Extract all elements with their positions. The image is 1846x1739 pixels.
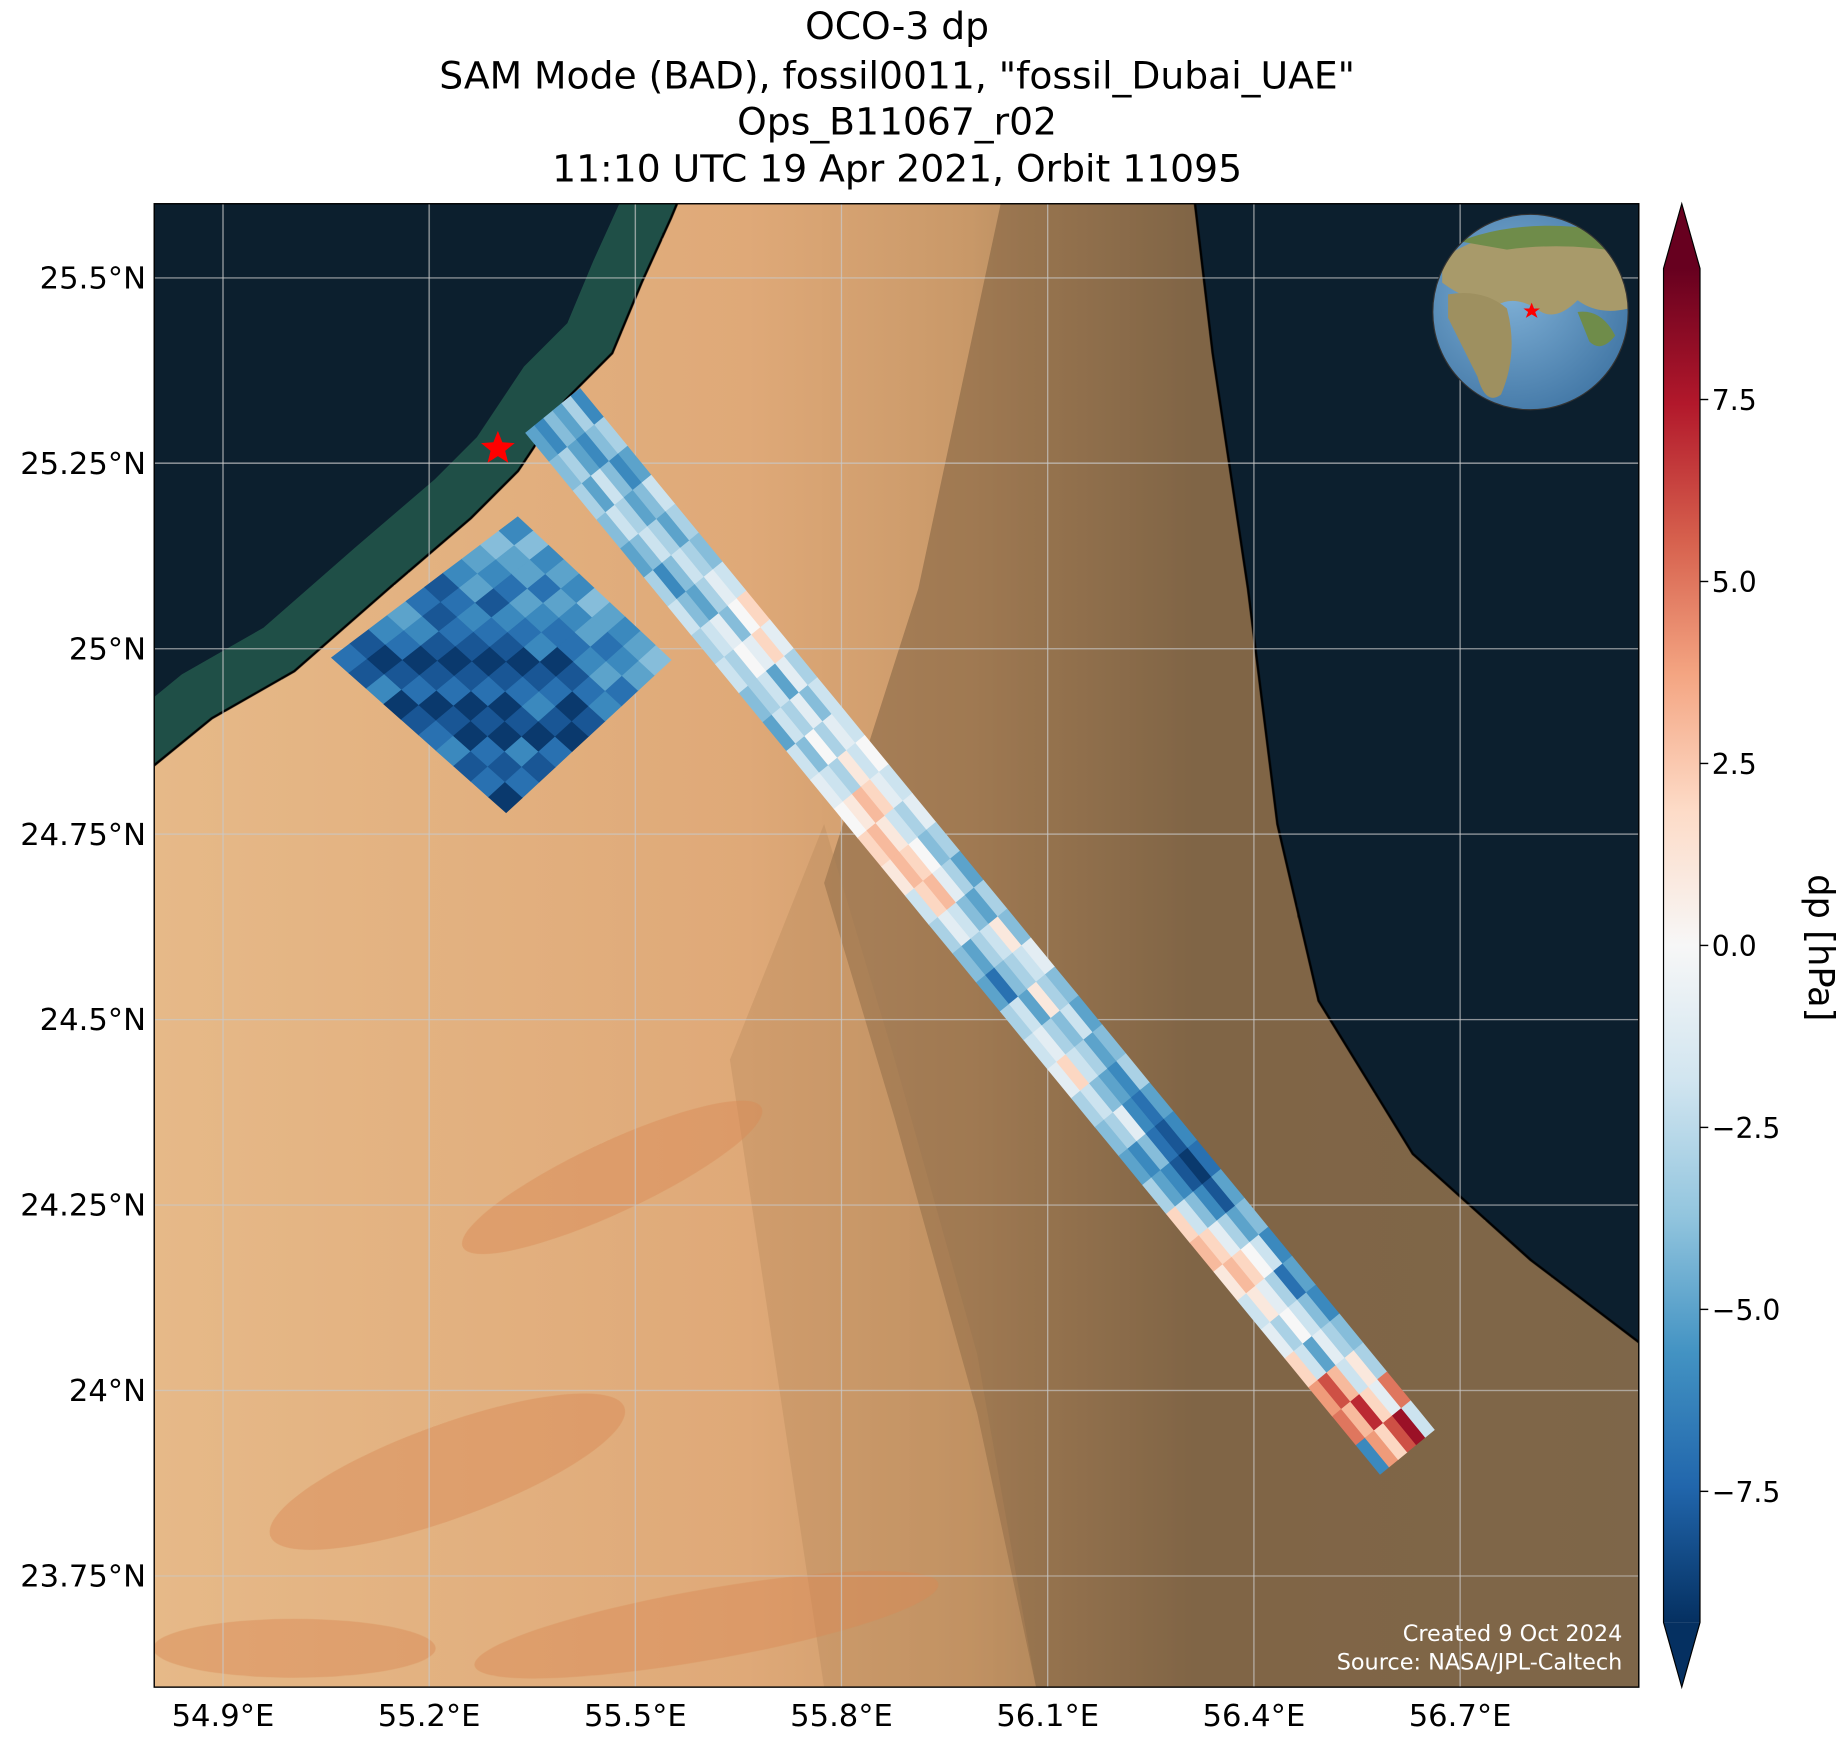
colorbar-extend-min: [1663, 1622, 1701, 1688]
sounding-cell: [1401, 1400, 1435, 1438]
globe-target: [1523, 302, 1540, 318]
gulf-of-oman: [1194, 203, 1639, 1343]
colorbar-tick-label: 5.0: [1712, 566, 1757, 599]
x-tick-label: 55.5°E: [584, 1699, 687, 1734]
coastline: [154, 203, 679, 767]
colorbar-tick-label: −2.5: [1712, 1112, 1781, 1145]
colorbar-tick-label: 0.0: [1712, 930, 1757, 963]
x-tick-label: 56.4°E: [1203, 1699, 1306, 1734]
title: OCO-3 dp SAM Mode (BAD), fossil0011, "fo…: [439, 4, 1355, 190]
colorbar-tick-label: 7.5: [1712, 384, 1757, 417]
title-line: Ops_B11067_r02: [737, 99, 1057, 143]
colorbar-outline: [1662, 201, 1701, 1690]
colorbar-tick-label: −7.5: [1712, 1476, 1781, 1509]
colorbar-tick-label: −5.0: [1712, 1294, 1781, 1327]
y-tick-label: 24.25°N: [20, 1189, 146, 1224]
colorbar-extend-max: [1663, 203, 1701, 269]
colorbar-tick-label: 2.5: [1712, 748, 1757, 781]
gridlines: [154, 203, 1639, 1688]
y-tick-label: 24.75°N: [20, 818, 146, 853]
globe-land: [1442, 225, 1629, 398]
y-tick-label: 25.25°N: [20, 447, 146, 482]
colorbar-body: [1663, 268, 1701, 1623]
x-tick-label: 54.9°E: [172, 1699, 275, 1734]
soundings: [330, 387, 1435, 1475]
x-tick-label: 55.2°E: [378, 1699, 481, 1734]
y-tick-label: 25°N: [69, 632, 146, 667]
credits: Created 9 Oct 2024 Source: NASA/JPL-Calt…: [1337, 1621, 1623, 1675]
sounding-cell: [638, 645, 672, 676]
mountains: [824, 203, 1639, 1688]
credit-line: Source: NASA/JPL-Caltech: [1337, 1649, 1623, 1675]
x-tick-label: 56.7°E: [1409, 1699, 1512, 1734]
colorbar: 7.5 5.0 2.5 0.0 −2.5 −5.0 −7.5: [1662, 201, 1781, 1690]
map-frame: [153, 203, 1640, 1688]
credit-line: Created 9 Oct 2024: [1403, 1621, 1623, 1647]
y-tick-label: 25.5°N: [40, 262, 146, 297]
title-line: 11:10 UTC 19 Apr 2021, Orbit 11095: [552, 146, 1242, 190]
y-tick-label: 24°N: [69, 1374, 146, 1409]
coastline: [1193, 203, 1639, 1344]
y-tick-label: 23.75°N: [20, 1559, 146, 1594]
inset-globe: [1432, 213, 1629, 411]
basemap: [154, 203, 1639, 1688]
globe-outline: [1432, 213, 1629, 411]
target-star: [481, 430, 515, 463]
gravel-plain: [729, 824, 1037, 1688]
y-tick-label: 24.5°N: [40, 1003, 146, 1038]
title-line: OCO-3 dp: [805, 4, 989, 48]
axes: 54.9°E 55.2°E 55.5°E 55.8°E 56.1°E 56.4°E 56.7…: [20, 262, 1511, 1734]
title-line: SAM Mode (BAD), fossil0011, "fossil_Duba…: [439, 53, 1355, 97]
colorbar-label: dp [hPa]: [1800, 874, 1841, 1021]
target-layer: [481, 430, 515, 463]
x-tick-label: 56.1°E: [996, 1699, 1099, 1734]
dunes: [154, 1100, 939, 1679]
x-tick-label: 55.8°E: [790, 1699, 893, 1734]
